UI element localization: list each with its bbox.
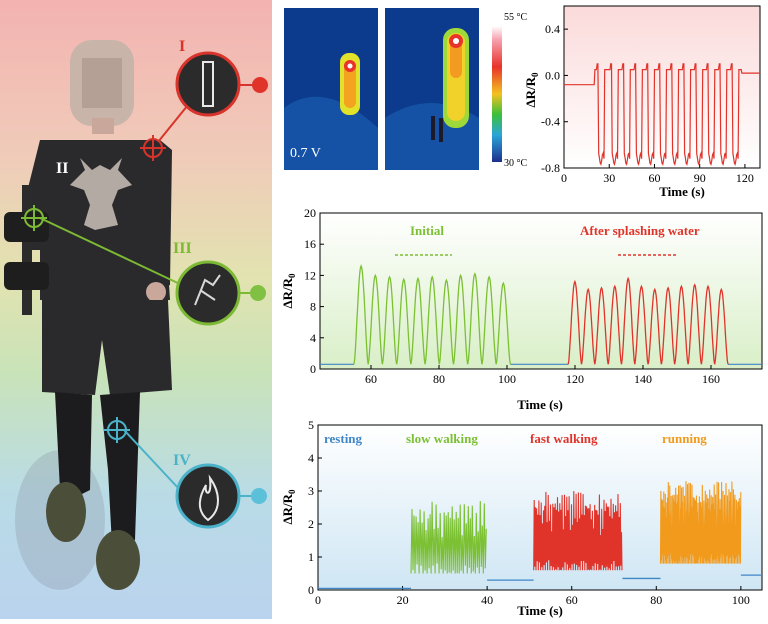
- chart-b: 60 80 100 120 140 160 0 4 8 12 16 20 Time (s) ΔR/R0…: [280, 206, 763, 412]
- sensor-marker-iv: [104, 417, 130, 443]
- scale-min: 30 °C: [504, 158, 528, 169]
- y-axis-label: ΔR/R0: [280, 273, 297, 309]
- dumbbell: [4, 185, 49, 315]
- y-axis-label: ΔR/R0: [523, 72, 540, 108]
- sensor-marker-iii: [21, 205, 47, 231]
- thermal-image-1: 0.7 V: [284, 8, 378, 170]
- x-tick-label: 100: [498, 372, 516, 386]
- shorts: [42, 300, 172, 395]
- series-line-running: [659, 481, 742, 564]
- x-tick-label: 100: [732, 593, 750, 607]
- temperature-colorbar: [492, 26, 502, 162]
- callout-circle-iv: [175, 463, 241, 529]
- x-tick-label: 60: [566, 593, 578, 607]
- annotation-initial: Initial: [410, 223, 444, 238]
- y-tick-label: 0.4: [545, 22, 560, 36]
- y-tick-label: -0.4: [541, 115, 560, 129]
- annotation-resting: resting: [324, 431, 363, 446]
- marker-dot-iv: [251, 488, 267, 504]
- x-tick-label: 60: [648, 171, 660, 185]
- annotation-splashing: After splashing water: [580, 223, 700, 238]
- label-i: I: [179, 38, 186, 55]
- x-axis-label: Time (s): [517, 603, 563, 618]
- annotation-slow-walking: slow walking: [406, 431, 478, 446]
- label-ii: II: [56, 160, 69, 177]
- x-tick-label: 140: [634, 372, 652, 386]
- y-tick-label: 12: [304, 268, 316, 282]
- y-tick-label: 2: [308, 517, 314, 531]
- x-axis-label: Time (s): [517, 397, 563, 412]
- voltage-label: 0.7 V: [290, 146, 321, 161]
- y-tick-label: 8: [310, 300, 316, 314]
- person-illustration: [4, 40, 268, 590]
- label-iv: IV: [173, 452, 191, 469]
- x-tick-label: 40: [481, 593, 493, 607]
- thermal-image-2: [385, 8, 479, 170]
- right-shoe: [96, 530, 140, 590]
- scale-max: 55 °C: [504, 12, 528, 23]
- x-tick-label: 160: [702, 372, 720, 386]
- sensor-marker-i: [140, 135, 166, 161]
- y-tick-label: 1: [308, 550, 314, 564]
- y-tick-label: 5: [308, 418, 314, 432]
- x-tick-label: 0: [315, 593, 321, 607]
- x-tick-label: 60: [365, 372, 377, 386]
- series-line-after-splashing-water: [567, 276, 729, 365]
- chart-a: 0 30 60 90 120 0.4 0.0 -0.4 -0.8 Time (s) ΔR/R0: [523, 5, 761, 199]
- x-tick-label: 30: [603, 171, 615, 185]
- x-tick-label: 120: [736, 171, 754, 185]
- x-tick-label: 120: [566, 372, 584, 386]
- y-tick-label: 20: [304, 206, 316, 220]
- x-tick-label: 20: [397, 593, 409, 607]
- y-tick-label: 3: [308, 484, 314, 498]
- callout-circle-i: [175, 51, 241, 117]
- annotation-running: running: [662, 431, 707, 446]
- y-tick-label: 0: [308, 583, 314, 597]
- deer-print: [70, 158, 132, 230]
- left-shoe: [46, 482, 86, 542]
- label-iii: III: [173, 240, 192, 257]
- series-line-initial: [353, 264, 512, 365]
- y-tick-label: 16: [304, 237, 316, 251]
- series-line: [564, 63, 760, 166]
- x-tick-label: 80: [650, 593, 662, 607]
- callout-circle-iii: [175, 260, 241, 326]
- y-tick-label: -0.8: [541, 161, 560, 175]
- marker-dot-iii: [250, 285, 266, 301]
- x-axis-label: Time (s): [659, 184, 705, 199]
- chart-c: 0 20 40 60 80 100 0 1 2 3 4 5 Time (s) ΔR/R0 restin…: [280, 418, 763, 618]
- y-tick-label: 0.0: [545, 68, 560, 82]
- x-tick-label: 80: [433, 372, 445, 386]
- y-axis-label: ΔR/R0: [280, 489, 297, 525]
- y-tick-label: 4: [310, 331, 316, 345]
- marker-dot-i: [252, 77, 268, 93]
- x-tick-label: 0: [561, 171, 567, 185]
- series-line-slow-walking: [410, 500, 487, 574]
- x-tick-label: 90: [694, 171, 706, 185]
- wearable-photo-panel: I II III IV: [0, 0, 272, 619]
- plot-area: [563, 5, 761, 169]
- plot-area: [319, 212, 763, 370]
- y-tick-label: 0: [310, 362, 316, 376]
- annotation-fast-walking: fast walking: [530, 431, 598, 446]
- y-tick-label: 4: [308, 451, 314, 465]
